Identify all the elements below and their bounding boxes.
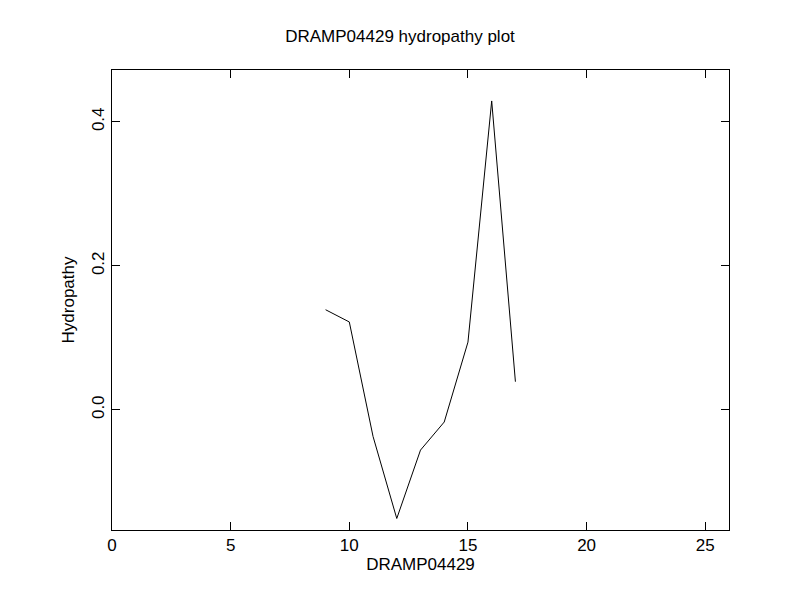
svg-text:0.4: 0.4: [89, 107, 108, 131]
svg-text:25: 25: [696, 536, 715, 555]
svg-text:DRAMP04429 hydropathy plot: DRAMP04429 hydropathy plot: [285, 27, 515, 46]
svg-text:0: 0: [107, 536, 116, 555]
svg-text:0.2: 0.2: [89, 251, 108, 275]
svg-text:20: 20: [577, 536, 596, 555]
svg-text:15: 15: [458, 536, 477, 555]
svg-text:DRAMP04429: DRAMP04429: [366, 555, 475, 574]
svg-text:0.0: 0.0: [89, 395, 108, 419]
svg-text:10: 10: [340, 536, 359, 555]
svg-text:5: 5: [226, 536, 235, 555]
svg-text:Hydropathy: Hydropathy: [59, 256, 78, 343]
